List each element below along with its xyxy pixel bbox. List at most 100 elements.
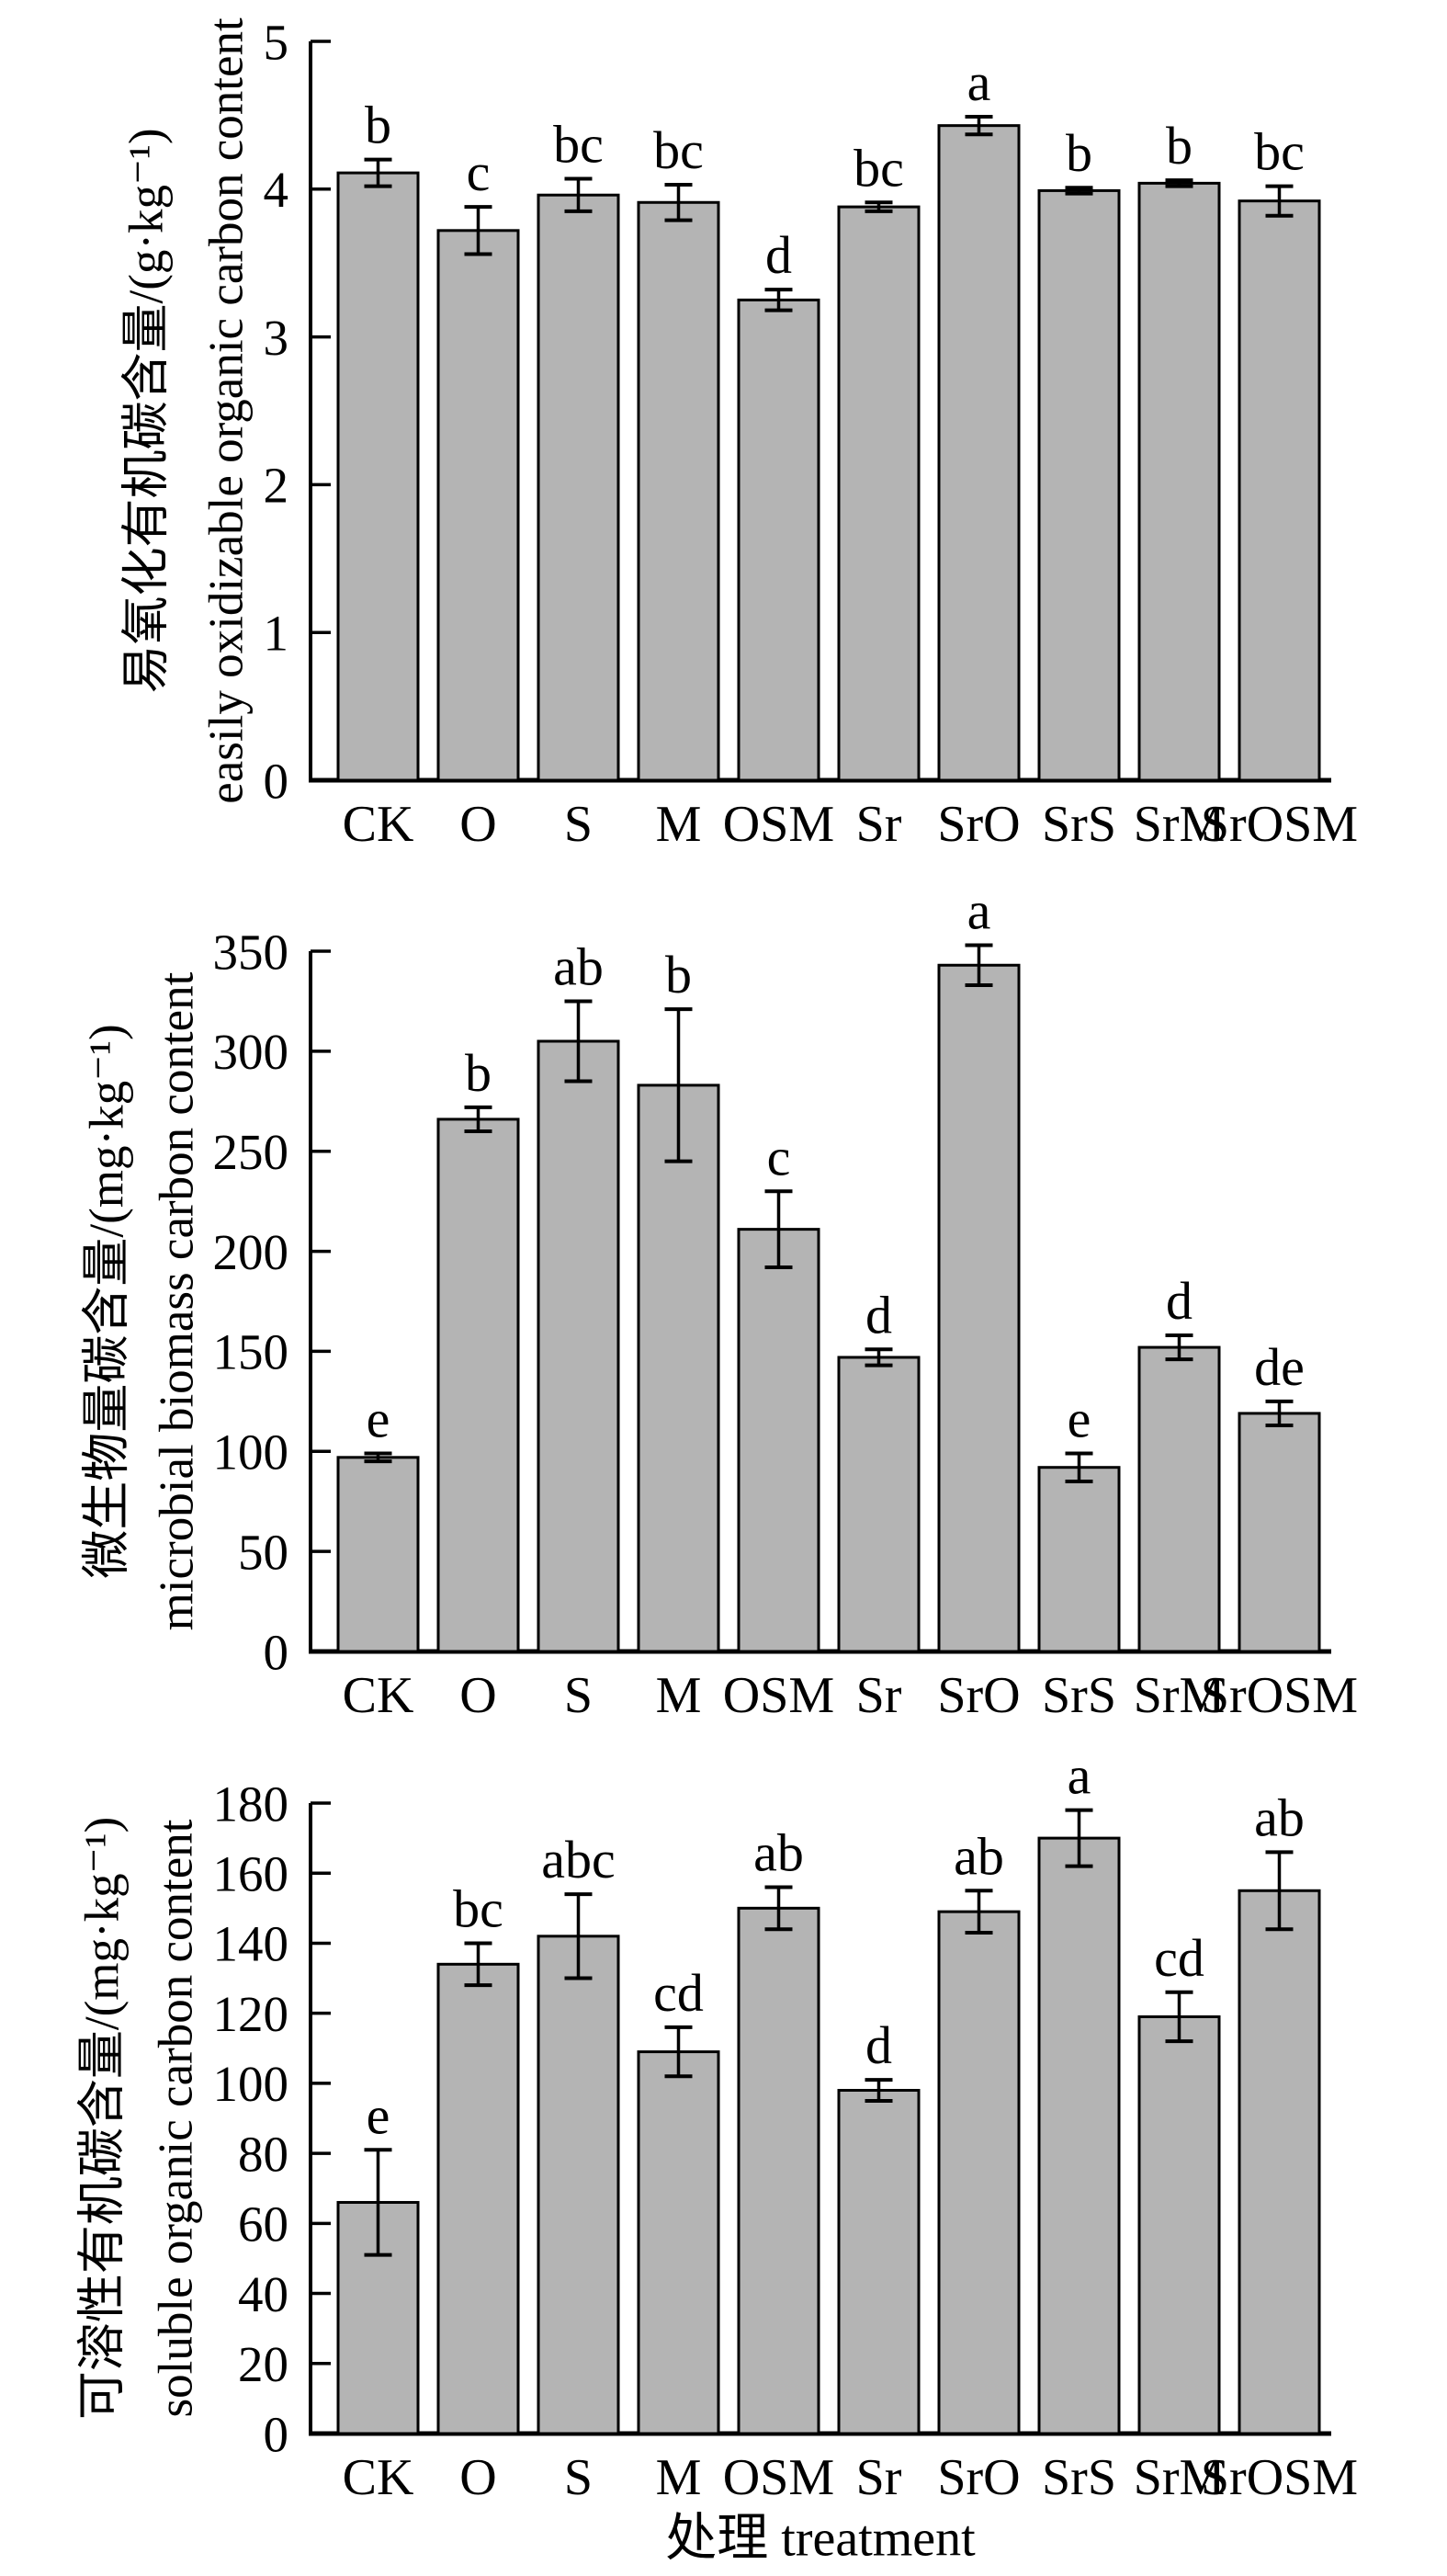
sig-letter-SrOSM: ab xyxy=(1254,1787,1305,1847)
sig-letter-S: bc xyxy=(553,115,604,175)
bar-S xyxy=(537,1039,620,1653)
x-category-label-M: M xyxy=(656,1667,702,1724)
x-axis-title: 处理 treatment xyxy=(665,2510,976,2568)
x-category-label-SrM: SrM xyxy=(1134,2449,1226,2506)
bar-CK xyxy=(336,1456,420,1653)
bar-SrO xyxy=(937,963,1021,1653)
bar-Sr xyxy=(837,205,921,782)
x-category-label-SrS: SrS xyxy=(1042,2449,1116,2506)
sig-letter-M: b xyxy=(665,945,692,1004)
y-tick-label-2: 2 xyxy=(264,458,289,514)
bar-SrM xyxy=(1137,181,1221,782)
sig-letter-Sr: d xyxy=(865,2015,892,2075)
bar-SrS xyxy=(1037,1466,1121,1653)
x-category-label-M: M xyxy=(656,796,702,853)
sig-letter-M: cd xyxy=(653,1963,704,2023)
x-category-label-SrO: SrO xyxy=(937,796,1020,853)
x-category-label-SrM: SrM xyxy=(1134,796,1226,853)
chart-2: 0 50 100 150 200 250 300 350 e CK b Oab Sb Mc OSM d Sr a S… xyxy=(213,880,1359,1724)
sig-letter-M: bc xyxy=(653,120,704,180)
sig-letter-SrS: a xyxy=(1068,1746,1091,1806)
x-category-label-SrS: SrS xyxy=(1042,1667,1116,1724)
bar-O xyxy=(436,1962,520,2435)
sig-letter-Sr: bc xyxy=(854,138,904,198)
y-tick-label-140: 140 xyxy=(213,1916,289,1972)
y-tick-label-100: 100 xyxy=(213,1424,289,1481)
bar-S xyxy=(537,1935,620,2435)
bar-SrO xyxy=(937,1910,1021,2435)
x-category-label-SrS: SrS xyxy=(1042,796,1116,853)
x-category-label-Sr: Sr xyxy=(856,1667,902,1724)
sig-letter-SrS: e xyxy=(1068,1389,1091,1448)
bar-Sr xyxy=(837,1356,921,1653)
bar-O xyxy=(436,229,520,782)
y-tick-label-300: 300 xyxy=(213,1024,289,1080)
y-tick-label-160: 160 xyxy=(213,1845,289,1901)
sig-letter-OSM: d xyxy=(765,225,792,285)
y-tick-label-350: 350 xyxy=(213,924,289,980)
sig-letter-S: abc xyxy=(541,1830,616,1889)
y-tick-label-100: 100 xyxy=(213,2056,289,2112)
x-category-label-SrOSM: SrOSM xyxy=(1201,2449,1358,2506)
x-category-label-CK: CK xyxy=(343,2449,414,2506)
sig-letter-OSM: ab xyxy=(753,1822,804,1882)
x-category-label-SrO: SrO xyxy=(937,2449,1020,2506)
bar-S xyxy=(537,193,620,782)
y-tick-label-250: 250 xyxy=(213,1124,289,1180)
bar-SrOSM xyxy=(1238,1412,1321,1653)
sig-letter-SrM: b xyxy=(1166,116,1193,176)
y-tick-label-4: 4 xyxy=(264,162,289,218)
x-category-label-CK: CK xyxy=(343,796,414,853)
bar-SrM xyxy=(1137,1345,1221,1653)
bar-CK xyxy=(336,171,420,782)
y-tick-label-80: 80 xyxy=(238,2126,288,2182)
y-tick-label-0: 0 xyxy=(264,753,289,809)
x-category-label-OSM: OSM xyxy=(723,2449,834,2506)
sig-letter-SrM: d xyxy=(1166,1271,1193,1331)
sig-letter-SrOSM: de xyxy=(1254,1337,1305,1397)
bar-OSM xyxy=(737,298,820,782)
chart-1: 0 1 2 3 4 5 b CK c Obc Sbc Md OSM bc Sr a SrO b SrS b SrM bc S… xyxy=(264,14,1359,853)
x-category-label-O: O xyxy=(459,1667,496,1724)
sig-letter-SrO: ab xyxy=(954,1826,1004,1886)
x-category-label-S: S xyxy=(564,2449,593,2506)
sig-letter-CK: e xyxy=(367,2085,390,2145)
bar-SrM xyxy=(1137,2014,1221,2435)
x-category-label-M: M xyxy=(656,2449,702,2506)
sig-letter-O: bc xyxy=(453,1878,503,1938)
sig-letter-O: b xyxy=(465,1043,492,1103)
y-tick-label-0: 0 xyxy=(264,2406,289,2462)
y-tick-label-40: 40 xyxy=(238,2266,288,2322)
sig-letter-S: ab xyxy=(553,936,604,996)
bar-SrS xyxy=(1037,188,1121,782)
sig-letter-SrM: cd xyxy=(1154,1928,1204,1988)
x-category-label-SrO: SrO xyxy=(937,1667,1020,1724)
sig-letter-CK: b xyxy=(365,96,391,155)
y-tick-label-200: 200 xyxy=(213,1224,289,1280)
y-tick-label-150: 150 xyxy=(213,1324,289,1380)
x-category-label-OSM: OSM xyxy=(723,1667,834,1724)
bar-M xyxy=(637,1084,720,1653)
y-tick-label-120: 120 xyxy=(213,1986,289,2042)
y-tick-label-60: 60 xyxy=(238,2196,288,2253)
bar-SrOSM xyxy=(1238,199,1321,782)
y-tick-label-5: 5 xyxy=(264,14,289,70)
x-category-label-S: S xyxy=(564,1667,593,1724)
bar-Sr xyxy=(837,2089,921,2435)
y-tick-label-20: 20 xyxy=(238,2336,288,2392)
x-category-label-SrOSM: SrOSM xyxy=(1201,1667,1358,1724)
x-category-label-Sr: Sr xyxy=(856,796,902,853)
y-tick-label-180: 180 xyxy=(213,1776,289,1832)
bar-SrO xyxy=(937,124,1021,782)
x-category-label-O: O xyxy=(459,2449,496,2506)
y-tick-label-0: 0 xyxy=(264,1624,289,1680)
sig-letter-SrO: a xyxy=(967,52,991,112)
x-category-label-O: O xyxy=(459,796,496,853)
bar-M xyxy=(637,200,720,782)
y-tick-label-3: 3 xyxy=(264,310,289,366)
y-tick-label-1: 1 xyxy=(264,605,289,661)
x-category-label-OSM: OSM xyxy=(723,796,834,853)
